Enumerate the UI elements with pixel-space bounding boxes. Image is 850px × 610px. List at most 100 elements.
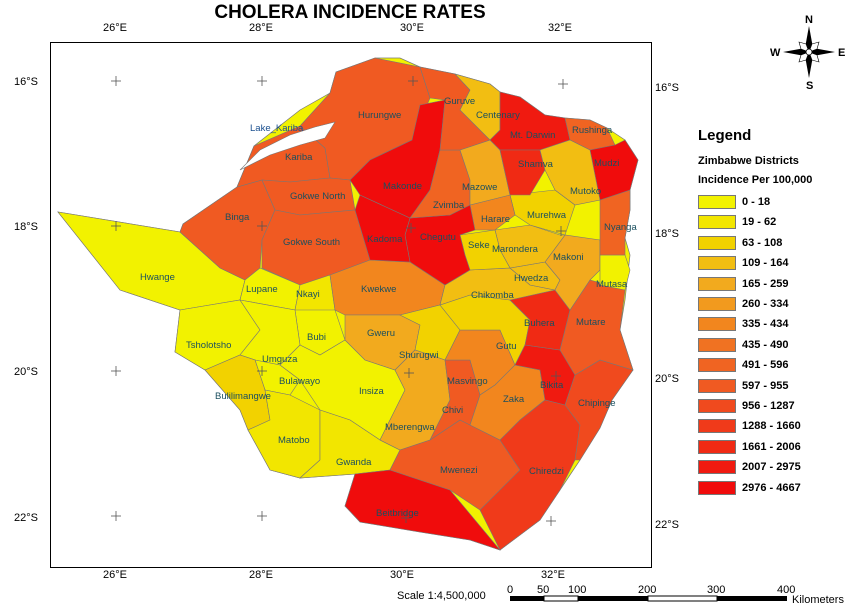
legend-label: 260 - 334 — [742, 298, 789, 310]
legend-item: 597 - 955 — [698, 378, 788, 394]
district-label: Mutasa — [596, 279, 628, 290]
district-label: Chivi — [442, 405, 463, 416]
compass-w: W — [770, 47, 781, 59]
legend-item: 2007 - 2975 — [698, 459, 801, 475]
legend-label: 597 - 955 — [742, 379, 789, 392]
legend-label: 1661 - 2006 — [742, 440, 801, 453]
compass-s: S — [806, 80, 813, 92]
top-axis-label: 32°E — [548, 22, 572, 34]
bottom-axis-label: 26°E — [103, 569, 127, 581]
right-axis-label: 20°S — [655, 373, 679, 385]
district-label: Bubi — [307, 332, 326, 343]
district-label: Makonde — [383, 181, 422, 192]
legend-swatch — [698, 317, 736, 332]
district-label: Nyanga — [604, 222, 637, 233]
district-label: Buhera — [524, 318, 555, 329]
district-label: Kariba — [285, 152, 313, 163]
district-label: Mt. Darwin — [510, 130, 555, 141]
district-label: Zaka — [503, 394, 525, 405]
scale-label: Scale 1:4,500,000 — [397, 590, 486, 602]
legend-swatch — [698, 439, 736, 454]
district-label: Masvingo — [447, 376, 488, 387]
district-label: Lupane — [246, 284, 278, 295]
legend-label: 109 - 164 — [742, 257, 789, 270]
legend-label: 2976 - 4667 — [742, 481, 801, 494]
legend-item: 435 - 490 — [698, 337, 788, 353]
legend-swatch — [698, 215, 736, 230]
district-shamva — [499, 149, 546, 196]
district-label: Kadoma — [367, 234, 403, 245]
legend-item: 19 - 62 — [698, 214, 776, 230]
legend-item: 0 - 18 — [698, 194, 770, 210]
left-axis-label: 18°S — [14, 221, 38, 233]
district-label: Gutu — [496, 341, 517, 352]
district-label: Makoni — [553, 252, 584, 263]
scale-bar — [510, 595, 787, 602]
district-label: Tsholotsho — [186, 340, 231, 351]
district-nyanga — [599, 189, 631, 256]
district-mt-darwin — [489, 91, 571, 151]
legend-label: 491 - 596 — [742, 359, 789, 372]
district-label: Marondera — [492, 244, 539, 255]
legend-label: 63 - 108 — [742, 236, 783, 249]
district-label: Zvimba — [433, 200, 465, 211]
legend-swatch — [698, 419, 736, 434]
legend-swatch — [698, 276, 736, 291]
legend-item: 1288 - 1660 — [698, 418, 801, 434]
legend-label: 956 - 1287 — [742, 400, 795, 412]
district-label: Insiza — [359, 386, 385, 397]
district-label: Bulawayo — [279, 376, 320, 387]
legend-label: 165 - 259 — [742, 277, 789, 290]
legend-item: 956 - 1287 — [698, 398, 795, 414]
graticule — [111, 76, 568, 526]
district-label: Nkayi — [296, 289, 320, 300]
legend-label: 19 - 62 — [742, 216, 777, 229]
district-label: Beitbridge — [376, 508, 419, 519]
legend-swatch — [698, 460, 736, 475]
legend-swatch — [698, 195, 736, 209]
left-axis-label: 20°S — [14, 366, 38, 378]
legend-swatch — [698, 337, 736, 352]
district-label: Centenary — [476, 110, 520, 121]
district-mutoko — [539, 139, 601, 206]
bottom-axis-label: 28°E — [249, 569, 273, 581]
district-label: Murehwa — [527, 210, 567, 221]
legend-item: 2976 - 4667 — [698, 480, 801, 496]
legend-label: 0 - 18 — [742, 196, 771, 208]
top-axis-label: 26°E — [103, 22, 127, 34]
district-label: Gweru — [367, 328, 395, 339]
scale-tick: 400 — [777, 584, 796, 596]
district-label: Chipinge — [578, 398, 616, 409]
district-label: Mberengwa — [385, 422, 435, 433]
district-label: Guruve — [444, 96, 475, 107]
legend-title: Legend — [698, 127, 752, 144]
legend-swatch — [698, 256, 736, 271]
compass-e: E — [838, 47, 845, 59]
legend-swatch — [698, 378, 736, 393]
district-label: Matobo — [278, 435, 310, 446]
district-label: Shamva — [518, 159, 554, 170]
legend-item: 491 - 596 — [698, 357, 788, 373]
legend-label: 435 - 490 — [742, 338, 789, 351]
district-label: Chikomba — [471, 290, 514, 301]
district-label: Seke — [468, 240, 490, 251]
district-chiredzi — [479, 399, 581, 551]
legend-swatch — [698, 358, 736, 373]
district-label: Mutare — [576, 317, 606, 328]
compass-n: N — [805, 14, 813, 26]
district-label: Gokwe North — [290, 191, 345, 202]
district-label: Hwedza — [514, 273, 549, 284]
legend-item: 260 - 334 — [698, 296, 788, 312]
left-axis-label: 16°S — [14, 76, 38, 88]
legend-label: 2007 - 2975 — [742, 461, 801, 474]
top-axis-label: 28°E — [249, 22, 273, 34]
district-label: Umguza — [262, 354, 298, 365]
right-axis-label: 22°S — [655, 519, 679, 531]
district-label: Kwekwe — [361, 284, 396, 295]
scale-tick: 50 — [537, 584, 550, 596]
district-label: Mudzi — [594, 158, 619, 169]
map-title: CHOLERA INCIDENCE RATES — [214, 2, 486, 23]
district-label: Binga — [225, 212, 250, 223]
right-axis-label: 18°S — [655, 228, 679, 240]
legend-item: 335 - 434 — [698, 316, 788, 332]
